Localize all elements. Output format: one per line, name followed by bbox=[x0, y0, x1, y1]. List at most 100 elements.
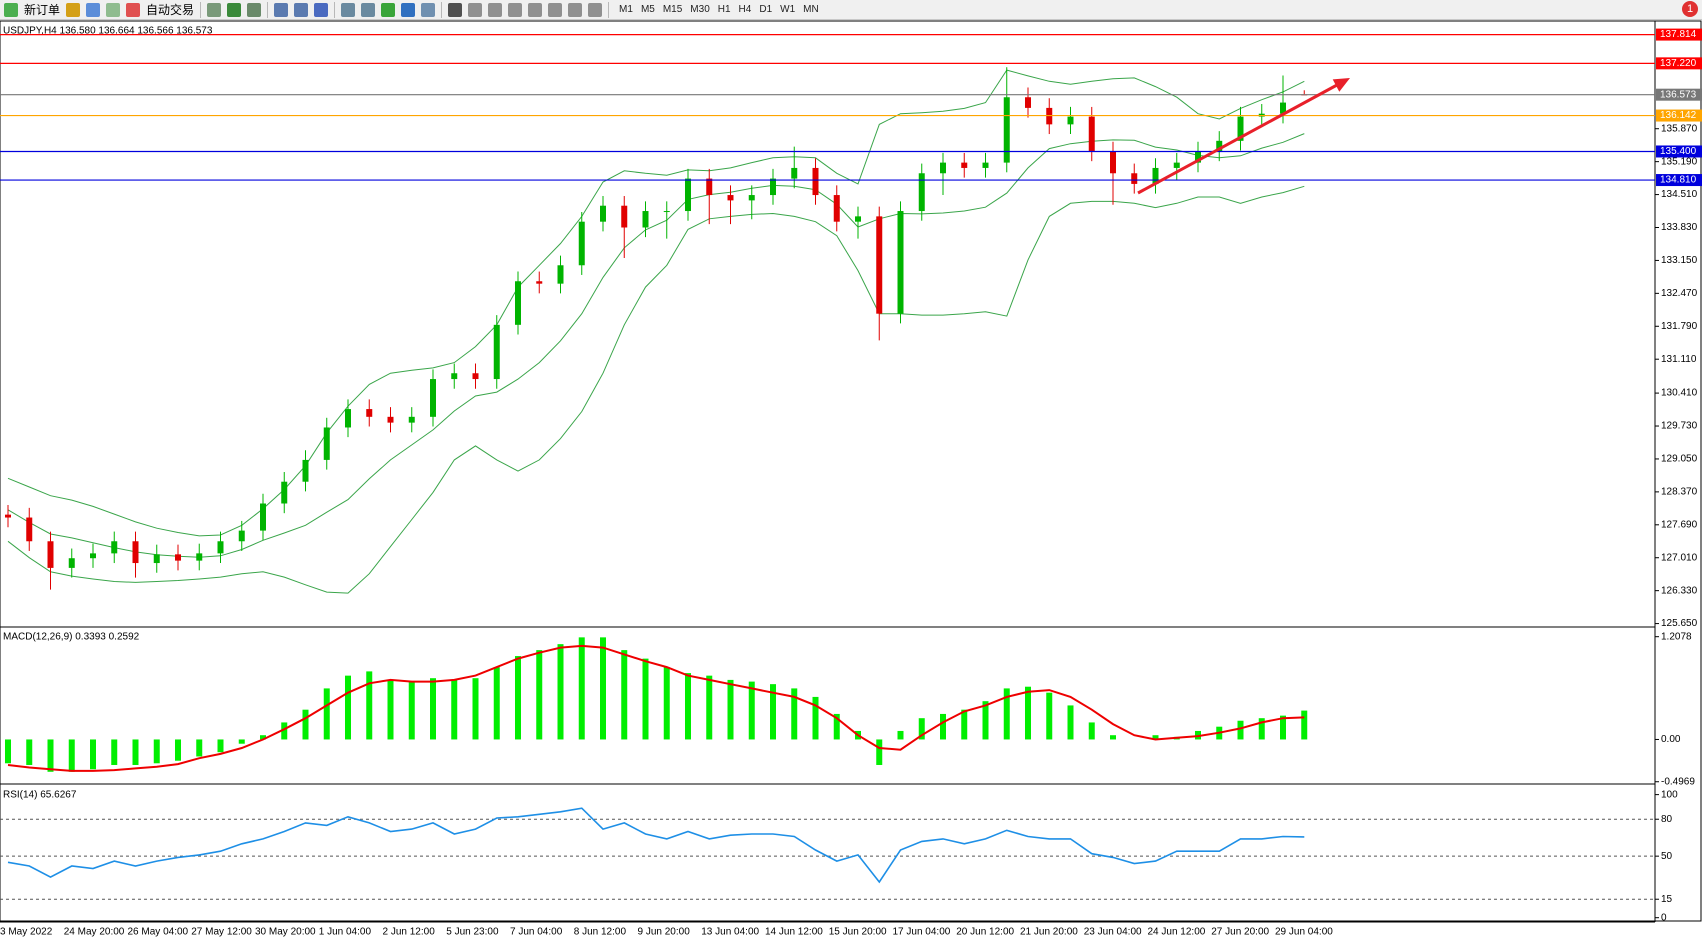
price-level-label: 134.810 bbox=[1660, 175, 1697, 186]
icon[interactable] bbox=[294, 2, 309, 17]
macd-bar bbox=[90, 739, 96, 770]
y-tick-label: 131.790 bbox=[1661, 321, 1698, 332]
y-tick-label: 133.830 bbox=[1661, 222, 1698, 233]
icon[interactable] bbox=[247, 2, 262, 17]
x-tick-label: 24 Jun 12:00 bbox=[1148, 927, 1206, 938]
candle-body bbox=[90, 553, 96, 559]
candle-body bbox=[132, 541, 139, 564]
macd-bar bbox=[1110, 735, 1116, 740]
icon[interactable] bbox=[448, 2, 463, 17]
candle-body bbox=[493, 324, 500, 380]
x-tick-label: 5 Jun 23:00 bbox=[446, 927, 499, 938]
icon[interactable] bbox=[421, 2, 436, 17]
price-level-box bbox=[1656, 174, 1702, 187]
icon[interactable] bbox=[361, 2, 376, 17]
icon[interactable] bbox=[106, 2, 121, 17]
icon[interactable] bbox=[548, 2, 563, 17]
timeframe-button[interactable]: M15 bbox=[662, 4, 683, 15]
icon[interactable] bbox=[588, 2, 603, 17]
separator bbox=[608, 1, 610, 18]
timeframe-button[interactable]: D1 bbox=[759, 4, 773, 15]
macd-bar bbox=[1003, 688, 1010, 740]
panel-title: MACD(12,26,9) 0.3393 0.2592 bbox=[3, 632, 140, 643]
icon[interactable] bbox=[381, 2, 396, 17]
icon[interactable] bbox=[401, 2, 416, 17]
macd-bar bbox=[323, 688, 330, 740]
icon[interactable] bbox=[468, 2, 483, 17]
icon[interactable] bbox=[66, 2, 81, 17]
icon[interactable] bbox=[341, 2, 356, 17]
alert-badge[interactable]: 1 bbox=[1682, 1, 1698, 17]
candle-body bbox=[642, 211, 649, 228]
toolbar-button[interactable]: 新订单 bbox=[24, 3, 61, 17]
icon[interactable] bbox=[4, 2, 18, 17]
icon[interactable] bbox=[86, 2, 101, 17]
icon[interactable] bbox=[508, 2, 523, 17]
x-tick-label: 1 Jun 04:00 bbox=[319, 927, 372, 938]
candle-body bbox=[770, 178, 776, 196]
candle-body bbox=[302, 459, 309, 482]
y-tick-label: -0.4969 bbox=[1661, 776, 1695, 787]
x-tick-label: 23 Jun 04:00 bbox=[1084, 927, 1142, 938]
macd-bar bbox=[132, 739, 139, 765]
x-tick-label: 27 May 12:00 bbox=[191, 927, 252, 938]
macd-bar bbox=[493, 667, 500, 740]
icon[interactable] bbox=[528, 2, 543, 17]
icon[interactable] bbox=[568, 2, 583, 17]
icon[interactable] bbox=[314, 2, 329, 17]
candle-body bbox=[1025, 97, 1031, 108]
timeframe-button[interactable]: M1 bbox=[619, 4, 633, 15]
timeframe-button[interactable]: H4 bbox=[738, 4, 752, 15]
macd-bar bbox=[430, 678, 436, 740]
macd-bar bbox=[727, 679, 734, 740]
timeframe-button[interactable]: M30 bbox=[690, 4, 710, 15]
candle-body bbox=[876, 216, 883, 314]
timeframe-button[interactable]: W1 bbox=[780, 4, 796, 15]
macd-bar bbox=[1237, 720, 1244, 740]
timeframe-button[interactable]: H1 bbox=[717, 4, 731, 15]
icon[interactable] bbox=[274, 2, 289, 17]
price-level-box bbox=[1656, 145, 1702, 158]
x-tick-label: 24 May 20:00 bbox=[64, 927, 125, 938]
candle-body bbox=[345, 409, 351, 428]
macd-bar bbox=[515, 656, 521, 740]
candle-body bbox=[175, 554, 181, 561]
y-tick-label: 134.510 bbox=[1661, 189, 1698, 200]
candle-body bbox=[961, 162, 968, 168]
candle-body bbox=[153, 554, 160, 564]
candle-body bbox=[1195, 151, 1201, 163]
x-tick-label: 21 Jun 20:00 bbox=[1020, 927, 1078, 938]
timeframe-button[interactable]: MN bbox=[803, 4, 819, 15]
macd-bar bbox=[812, 696, 819, 740]
toolbar-button[interactable]: 自动交易 bbox=[146, 3, 195, 17]
candle-body bbox=[1280, 102, 1286, 114]
macd-bar bbox=[833, 713, 840, 740]
candle-body bbox=[323, 427, 330, 460]
candle-body bbox=[748, 195, 755, 201]
macd-bar bbox=[685, 673, 691, 740]
macd-bar bbox=[536, 650, 543, 740]
y-tick-label: 130.410 bbox=[1661, 388, 1698, 399]
macd-bar bbox=[345, 675, 351, 740]
candle-body bbox=[982, 162, 989, 168]
chart-frame bbox=[0, 20, 1702, 922]
icon[interactable] bbox=[227, 2, 242, 17]
macd-bar bbox=[897, 730, 904, 740]
y-tick-label: 129.730 bbox=[1661, 421, 1698, 432]
macd-bar bbox=[1046, 692, 1053, 740]
macd-bar bbox=[451, 679, 458, 740]
icon[interactable] bbox=[126, 2, 141, 17]
trend-arrow-line bbox=[1137, 83, 1338, 195]
macd-bar bbox=[940, 713, 946, 740]
candle-body bbox=[706, 178, 713, 196]
candle-body bbox=[727, 195, 734, 201]
macd-bar bbox=[68, 739, 75, 772]
timeframe-button[interactable]: M5 bbox=[640, 4, 655, 15]
macd-bar bbox=[217, 739, 224, 753]
icon[interactable] bbox=[488, 2, 503, 17]
macd-bar bbox=[706, 675, 713, 740]
icon[interactable] bbox=[207, 2, 222, 17]
macd-bar bbox=[196, 739, 203, 757]
separator bbox=[441, 1, 443, 18]
macd-bar bbox=[1258, 718, 1265, 740]
